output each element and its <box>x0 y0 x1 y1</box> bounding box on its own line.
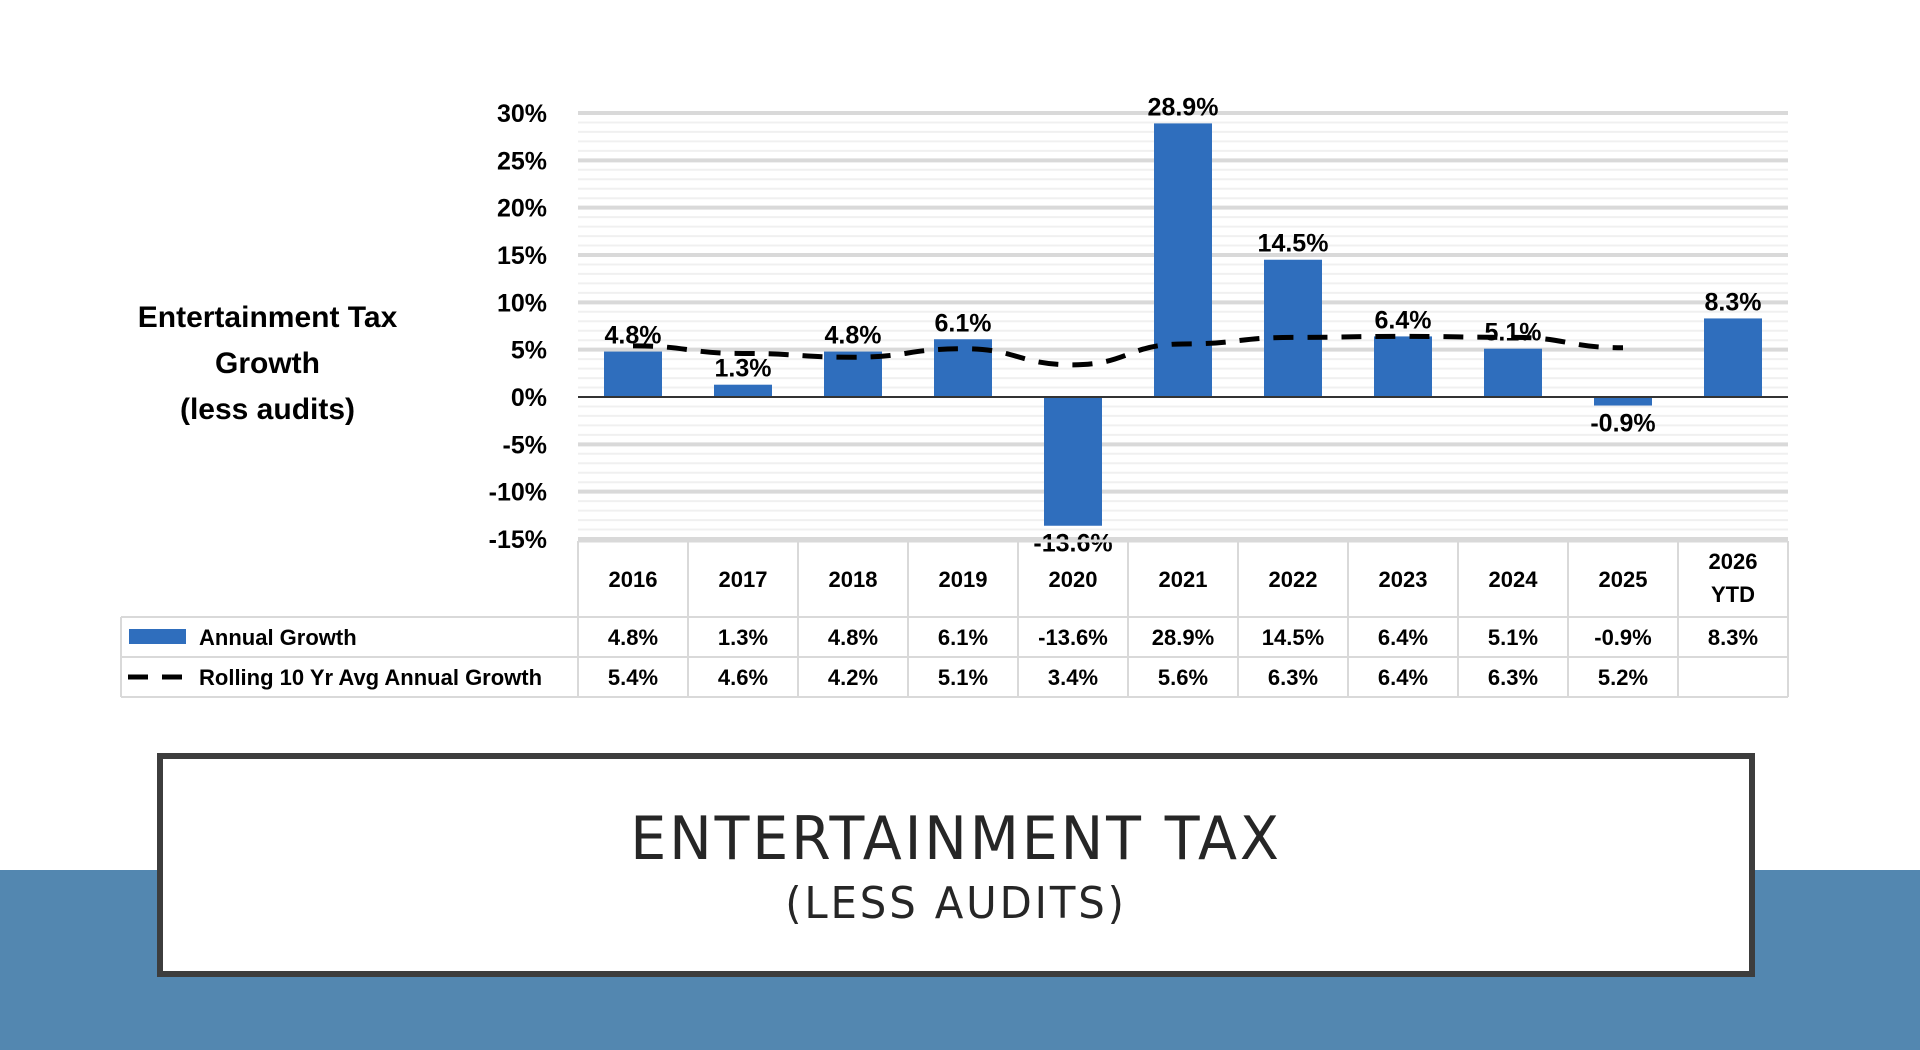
chart-title-line: Growth <box>215 347 320 380</box>
table-cell-annual-growth: 4.8% <box>828 625 878 650</box>
bar-annual-growth <box>1484 348 1542 397</box>
table-cell-annual-growth: 14.5% <box>1262 625 1324 650</box>
table-header-year: 2020 <box>1049 567 1098 592</box>
y-tick-label: 15% <box>497 242 547 270</box>
y-tick-label: 25% <box>497 147 547 175</box>
y-tick-label: 5% <box>511 337 547 365</box>
table-header-year: 2016 <box>609 567 658 592</box>
table-cell-annual-growth: 6.4% <box>1378 625 1428 650</box>
table-header-year: 2018 <box>829 567 878 592</box>
bar-data-label: 8.3% <box>1705 288 1762 316</box>
bar-data-label: 6.4% <box>1375 306 1432 334</box>
chart: 30%25%20%15%10%5%0%-5%-10%-15% 4.8%1.3%4… <box>120 93 1789 698</box>
table-header-year: 2025 <box>1599 567 1648 592</box>
bar-annual-growth <box>1154 123 1212 397</box>
bar-annual-growth <box>604 351 662 397</box>
bar-data-label: -0.9% <box>1590 410 1655 438</box>
slide-title: ENTERTAINMENT TAX <box>630 804 1282 874</box>
table-cell-rolling-average: 4.2% <box>828 665 878 690</box>
bar-annual-growth <box>1374 336 1432 397</box>
legend-swatch-bar <box>129 629 186 644</box>
legend-label-rolling-average: Rolling 10 Yr Avg Annual Growth <box>199 665 542 690</box>
chart-title-line: (less audits) <box>179 393 356 426</box>
chart-title-line: Entertainment Tax <box>137 301 398 334</box>
table-header-year: 2026 <box>1709 549 1758 574</box>
bar-data-label: 4.8% <box>605 322 662 350</box>
table-header-year: YTD <box>1711 582 1755 607</box>
bar-data-label: 5.1% <box>1485 319 1542 347</box>
table-cell-annual-growth: 28.9% <box>1152 625 1214 650</box>
bar-annual-growth <box>1044 397 1102 526</box>
bar-data-label: 1.3% <box>715 355 772 383</box>
table-cell-annual-growth: 5.1% <box>1488 625 1538 650</box>
chart-title: Entertainment Tax Growth (less audits) <box>100 295 435 433</box>
table-header-year: 2022 <box>1269 567 1318 592</box>
slide-subtitle: (LESS AUDITS) <box>785 878 1127 929</box>
y-tick-label: 10% <box>497 289 547 317</box>
table-cell-rolling-average: 6.3% <box>1268 665 1318 690</box>
y-axis-ticks: 30% 25% 20% 15% 10% 5% 0% -5% -10% -15% <box>489 100 547 554</box>
y-tick-label: -5% <box>503 431 547 459</box>
y-tick-label: 0% <box>511 384 547 412</box>
table-header-year: 2021 <box>1159 567 1208 592</box>
table-cell-annual-growth: 4.8% <box>608 625 658 650</box>
table-cell-annual-growth: -13.6% <box>1038 625 1108 650</box>
bar-data-label: 6.1% <box>935 309 992 337</box>
bar-annual-growth <box>1264 259 1322 397</box>
table-cell-annual-growth: -0.9% <box>1594 625 1651 650</box>
y-tick-label: -15% <box>489 526 547 554</box>
y-tick-label: -10% <box>489 479 547 507</box>
table-cell-rolling-average: 6.4% <box>1378 665 1428 690</box>
data-labels: 4.8% 1.3% 4.8% 6.1% -13.6% 28.9% 14.5% 6.4% 5.1%… <box>605 93 1762 557</box>
bar-data-label: 4.8% <box>825 322 882 350</box>
table-header-year: 2023 <box>1379 567 1428 592</box>
bar-data-label: 28.9% <box>1148 93 1219 121</box>
table-cell-annual-growth: 6.1% <box>938 625 988 650</box>
table-cell-rolling-average: 5.4% <box>608 665 658 690</box>
table-header-year: 2024 <box>1489 567 1539 592</box>
table-cell-rolling-average: 5.6% <box>1158 665 1208 690</box>
table-cell-annual-growth: 8.3% <box>1708 625 1758 650</box>
table-header-year: 2019 <box>939 567 988 592</box>
table-cell-rolling-average: 3.4% <box>1048 665 1098 690</box>
slide-title-box: ENTERTAINMENT TAX (LESS AUDITS) <box>157 753 1755 977</box>
y-tick-label: 20% <box>497 195 547 223</box>
y-tick-label: 30% <box>497 100 547 128</box>
bar-data-label: 14.5% <box>1258 230 1329 258</box>
table-cell-rolling-average: 5.1% <box>938 665 988 690</box>
table-cell-rolling-average: 6.3% <box>1488 665 1538 690</box>
bar-annual-growth <box>714 384 772 397</box>
table-header-year: 2017 <box>719 567 768 592</box>
bar-annual-growth <box>1704 318 1762 397</box>
legend-label-annual-growth: Annual Growth <box>199 625 357 650</box>
table-cell-rolling-average: 4.6% <box>718 665 768 690</box>
bar-annual-growth <box>1594 397 1652 406</box>
data-table: 2016 2017 2018 2019 2020 2021 2022 2023 2024 2025… <box>120 539 1789 698</box>
rolling-average-line <box>632 333 1624 368</box>
bar-data-label: -13.6% <box>1033 530 1112 558</box>
table-cell-annual-growth: 1.3% <box>718 625 768 650</box>
bars <box>604 123 1762 526</box>
table-cell-rolling-average: 5.2% <box>1598 665 1648 690</box>
